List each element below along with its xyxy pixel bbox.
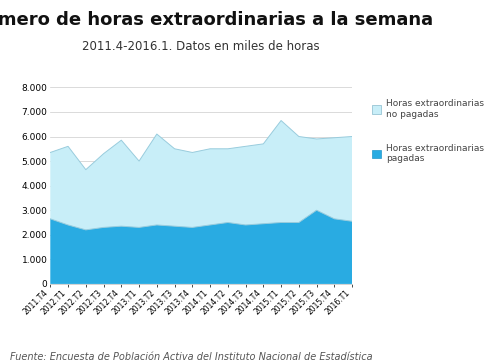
Text: 2011.4-2016.1. Datos en miles de horas: 2011.4-2016.1. Datos en miles de horas (82, 40, 320, 53)
Text: Número de horas extraordinarias a la semana: Número de horas extraordinarias a la sem… (0, 11, 433, 29)
Legend: Horas extraordinarias
no pagadas, Horas extraordinarias
pagadas: Horas extraordinarias no pagadas, Horas … (369, 96, 487, 167)
Text: Fuente: Encuesta de Población Activa del Instituto Nacional de Estadística: Fuente: Encuesta de Población Activa del… (10, 352, 373, 362)
